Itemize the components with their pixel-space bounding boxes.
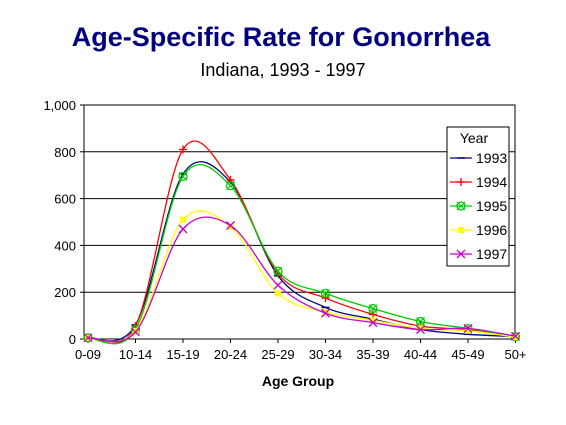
y-tick-label: 600 — [54, 192, 76, 207]
data-point-marker — [178, 171, 188, 182]
y-tick-label: 400 — [54, 238, 76, 253]
series-lines — [83, 140, 521, 345]
data-point-marker — [456, 249, 466, 259]
legend: Year 1993 1994 1995 1996 1997 — [446, 126, 510, 267]
legend-entry: 1997 — [450, 246, 507, 262]
data-point-marker — [273, 266, 283, 276]
x-tick-label: 20-24 — [214, 347, 247, 362]
legend-title: Year — [460, 130, 489, 146]
x-tick-label: 10-14 — [119, 347, 152, 362]
series-1994 — [84, 140, 520, 344]
data-point-marker — [417, 325, 424, 332]
data-point-marker — [179, 145, 187, 154]
legend-label: 1993 — [476, 150, 507, 166]
chart-subtitle: Indiana, 1993 - 1997 — [200, 60, 365, 80]
y-tick-label: 200 — [54, 285, 76, 300]
data-point-marker — [368, 303, 378, 314]
data-point-marker — [320, 288, 331, 299]
x-axis-ticks: 0-09 10-14 15-19 20-24 25-29 30-34 35-39 40-44 4… — [75, 339, 527, 362]
y-axis-ticks: 0 200 400 600 800 1,000 — [43, 98, 84, 347]
data-point-marker — [415, 316, 426, 327]
data-point-marker — [456, 201, 466, 211]
data-point-marker — [83, 333, 93, 343]
data-point-marker — [131, 327, 140, 337]
data-point-marker — [226, 175, 235, 184]
x-tick-label: 0-09 — [75, 347, 101, 362]
x-axis-title: Age Group — [262, 373, 334, 389]
data-point-marker — [226, 221, 235, 230]
y-tick-label: 800 — [54, 145, 76, 160]
legend-label: 1996 — [476, 222, 507, 238]
plot-area — [83, 104, 516, 340]
data-point-marker — [511, 331, 520, 341]
data-point-marker — [275, 290, 281, 297]
x-tick-label: 35-39 — [356, 347, 389, 362]
data-point-marker — [321, 308, 330, 318]
data-point-marker — [321, 294, 330, 303]
data-point-marker — [512, 334, 519, 341]
x-tick-label: 15-19 — [166, 347, 199, 362]
legend-box — [446, 126, 510, 267]
x-tick-label: 50+ — [504, 347, 526, 362]
legend-label: 1994 — [476, 174, 507, 190]
data-point-marker — [369, 310, 377, 319]
data-point-marker — [273, 280, 283, 290]
data-point-marker — [180, 216, 186, 223]
series-1997 — [83, 216, 520, 343]
data-point-marker — [368, 318, 378, 328]
data-point-marker — [416, 325, 425, 335]
gridlines — [84, 151, 515, 293]
y-tick-label: 0 — [69, 332, 76, 347]
data-point-marker — [458, 227, 464, 233]
legend-entry: 1995 — [450, 198, 507, 214]
series-line — [87, 216, 516, 343]
x-tick-label: 30-34 — [309, 347, 342, 362]
y-tick-label: 1,000 — [43, 98, 76, 113]
data-point-marker — [178, 224, 188, 234]
data-point-marker — [457, 178, 465, 186]
chart-title: Age-Specific Rate for Gonorrhea — [72, 22, 492, 52]
legend-label: 1995 — [476, 198, 507, 214]
legend-entry: 1996 — [450, 222, 507, 238]
legend-entry: 1993 — [450, 150, 507, 166]
legend-label: 1997 — [476, 246, 507, 262]
x-tick-label: 25-29 — [261, 347, 294, 362]
x-tick-label: 40-44 — [404, 347, 437, 362]
legend-entry: 1994 — [450, 174, 507, 190]
x-tick-label: 45-49 — [451, 347, 484, 362]
data-point-marker — [225, 181, 236, 191]
data-point-marker — [463, 324, 473, 333]
data-point-marker — [132, 327, 139, 334]
